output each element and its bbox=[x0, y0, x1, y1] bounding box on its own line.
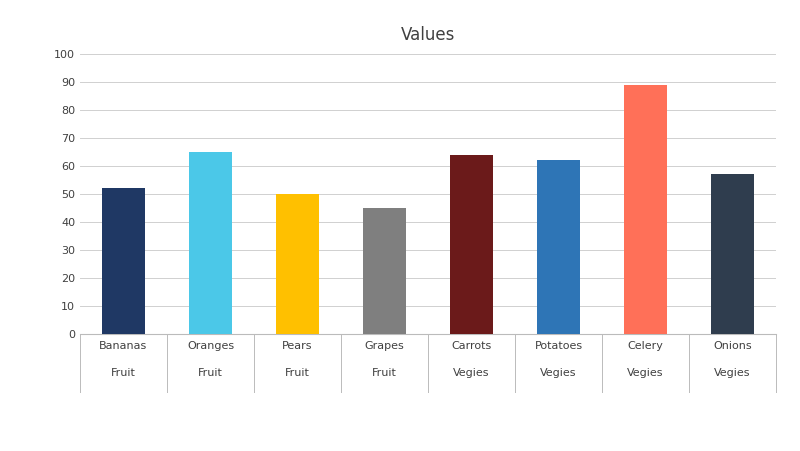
Title: Values: Values bbox=[401, 26, 455, 44]
Bar bbox=[362, 208, 406, 334]
Text: Fruit: Fruit bbox=[285, 368, 310, 377]
Bar bbox=[450, 155, 494, 334]
Text: Vegies: Vegies bbox=[627, 368, 664, 377]
Bar bbox=[189, 152, 232, 334]
Text: Vegies: Vegies bbox=[540, 368, 577, 377]
Text: Fruit: Fruit bbox=[372, 368, 397, 377]
Text: Vegies: Vegies bbox=[454, 368, 490, 377]
Bar bbox=[537, 161, 580, 334]
Bar bbox=[710, 175, 754, 334]
Bar bbox=[276, 194, 319, 334]
Text: Fruit: Fruit bbox=[198, 368, 223, 377]
Text: Fruit: Fruit bbox=[111, 368, 136, 377]
Bar bbox=[624, 85, 667, 334]
Text: Vegies: Vegies bbox=[714, 368, 750, 377]
Bar bbox=[102, 189, 146, 334]
